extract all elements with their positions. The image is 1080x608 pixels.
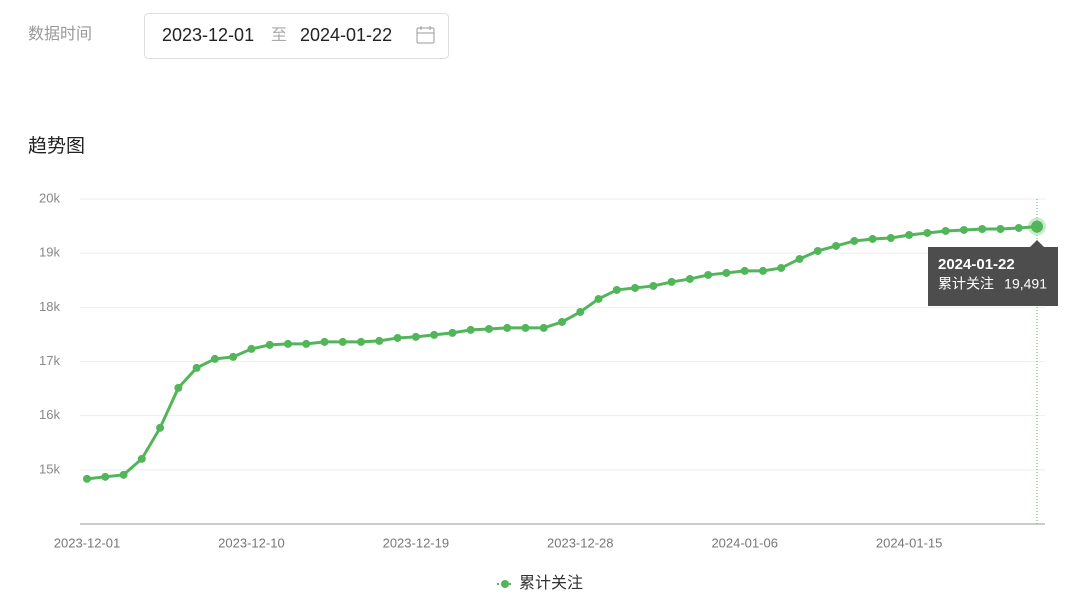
data-point bbox=[174, 383, 183, 392]
start-date[interactable]: 2023-12-01 bbox=[162, 25, 254, 45]
data-point bbox=[868, 234, 877, 243]
data-point bbox=[83, 474, 91, 483]
legend-label: 累计关注 bbox=[519, 574, 583, 592]
data-point bbox=[375, 336, 384, 345]
end-date[interactable]: 2024-01-22 bbox=[300, 25, 392, 45]
data-point bbox=[283, 339, 292, 348]
data-point bbox=[1028, 217, 1046, 236]
data-point bbox=[320, 337, 329, 346]
tooltip-value: 19,491 bbox=[1004, 276, 1047, 292]
data-point bbox=[777, 263, 786, 272]
data-point bbox=[886, 234, 895, 242]
y-tick-label: 20k bbox=[39, 190, 60, 205]
data-point bbox=[740, 266, 749, 275]
data-point bbox=[539, 323, 548, 332]
data-point bbox=[466, 325, 475, 334]
data-point bbox=[612, 285, 621, 294]
data-point bbox=[521, 323, 530, 332]
date-range-picker[interactable] bbox=[144, 13, 449, 59]
data-point bbox=[905, 230, 914, 239]
section-title: 趋势图 bbox=[28, 135, 85, 157]
data-point bbox=[996, 225, 1005, 234]
filter-label: 数据时间 bbox=[28, 25, 92, 43]
data-point bbox=[758, 266, 767, 275]
data-point bbox=[558, 317, 566, 326]
x-tick-label: 2024-01-06 bbox=[711, 535, 778, 550]
data-point bbox=[503, 323, 512, 332]
data-point bbox=[850, 236, 859, 245]
data-point bbox=[978, 225, 987, 234]
data-point bbox=[247, 344, 256, 353]
data-point bbox=[302, 339, 311, 348]
tooltip-title: 2024-01-22 bbox=[938, 256, 1015, 273]
y-tick-label: 15k bbox=[39, 461, 60, 476]
data-point bbox=[923, 228, 932, 237]
data-point bbox=[813, 246, 822, 255]
data-point bbox=[649, 281, 658, 290]
x-tick-label: 2023-12-01 bbox=[54, 535, 121, 550]
data-point bbox=[704, 270, 713, 279]
data-point bbox=[631, 283, 640, 292]
y-tick-label: 17k bbox=[39, 353, 60, 368]
calendar-icon[interactable] bbox=[416, 26, 435, 44]
tooltip-series: 累计关注 bbox=[938, 276, 994, 292]
y-tick-label: 19k bbox=[39, 245, 60, 260]
data-point bbox=[338, 337, 347, 346]
data-point bbox=[357, 337, 366, 346]
data-point bbox=[210, 354, 219, 363]
series-line bbox=[86, 225, 1038, 481]
data-point bbox=[685, 274, 694, 283]
x-tick-label: 2023-12-28 bbox=[547, 535, 614, 550]
data-point bbox=[448, 328, 457, 337]
data-point bbox=[722, 268, 731, 277]
x-tick-label: 2023-12-10 bbox=[218, 535, 285, 550]
data-point bbox=[411, 332, 420, 341]
legend-marker bbox=[501, 580, 509, 588]
data-point bbox=[192, 363, 201, 372]
legend: 累计关注 bbox=[497, 574, 583, 592]
data-point bbox=[832, 241, 841, 250]
data-point bbox=[667, 277, 676, 286]
data-point bbox=[393, 333, 402, 342]
data-point bbox=[265, 340, 274, 349]
data-point bbox=[576, 307, 585, 316]
data-point bbox=[1014, 223, 1023, 232]
data-point bbox=[795, 254, 804, 263]
data-point bbox=[119, 470, 128, 479]
x-tick-label: 2024-01-15 bbox=[876, 535, 943, 550]
date-separator: 至 bbox=[271, 27, 287, 44]
data-point bbox=[594, 294, 603, 303]
tooltip-box bbox=[928, 240, 1058, 306]
x-tick-label: 2023-12-19 bbox=[383, 535, 450, 550]
y-tick-label: 16k bbox=[39, 407, 60, 422]
y-tick-label: 18k bbox=[39, 299, 60, 314]
data-point bbox=[959, 225, 968, 234]
data-point bbox=[137, 454, 146, 463]
data-point bbox=[430, 330, 439, 339]
data-point bbox=[484, 324, 493, 333]
data-point bbox=[101, 472, 110, 481]
data-point bbox=[941, 226, 950, 235]
data-point bbox=[156, 423, 165, 432]
data-point bbox=[229, 352, 238, 361]
